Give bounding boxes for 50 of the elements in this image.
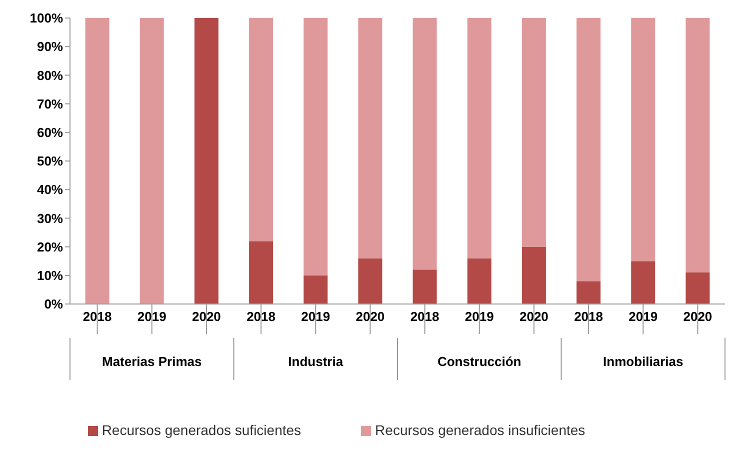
x-tick-label: 2020 [519,309,548,324]
legend-label: Recursos generados suficientes [102,422,302,438]
bar [522,18,546,247]
text: Industria [288,354,344,369]
bar [304,18,328,276]
legend-label: Recursos generados insuficientes [375,422,586,438]
bar [467,258,492,304]
y-tick-label: 60% [36,125,64,140]
x-tick-label: 2019 [301,309,330,324]
bar [412,270,437,304]
y-tick-label: 40% [36,182,64,198]
y-tick-label: 20% [36,239,64,254]
x-tick-label: 2019 [464,309,494,324]
y-tick-label: 10% [36,268,64,284]
x-tick-label: 2019 [137,309,166,324]
text: Construcción [437,354,522,369]
bar [686,272,710,304]
bar [85,18,110,304]
x-tick-label: 2018 [82,309,112,324]
bar [576,281,601,304]
y-tick-label: 30% [36,210,64,226]
bar [358,258,382,304]
y-tick-label: 70% [36,96,64,112]
bar [686,18,710,273]
bar [631,261,656,304]
y-tick-label: 80% [36,68,64,83]
text: Inmobiliarias [603,354,684,369]
bar [140,18,164,304]
x-tick-label: 2018 [246,309,276,324]
x-tick-label: 2018 [574,309,604,324]
bar [358,18,382,258]
x-tick-label: 2020 [192,309,221,324]
y-tick-label: 90% [36,39,64,54]
y-tick-label: 50% [36,154,64,169]
bar [194,18,218,304]
bar [249,18,274,242]
text: Materias Primas [102,354,202,369]
x-tick-label: 2018 [410,309,440,324]
y-tick-label: 100% [30,10,64,26]
x-tick-label: 2020 [356,309,385,324]
bar [631,18,656,262]
bar [522,246,546,304]
bar [304,275,328,304]
bar [576,18,601,282]
y-tick-label: 0% [44,296,64,312]
bar [467,18,492,258]
x-tick-label: 2019 [628,309,658,324]
bar [412,18,437,270]
x-tick-label: 2020 [683,309,712,324]
bar [249,241,274,304]
